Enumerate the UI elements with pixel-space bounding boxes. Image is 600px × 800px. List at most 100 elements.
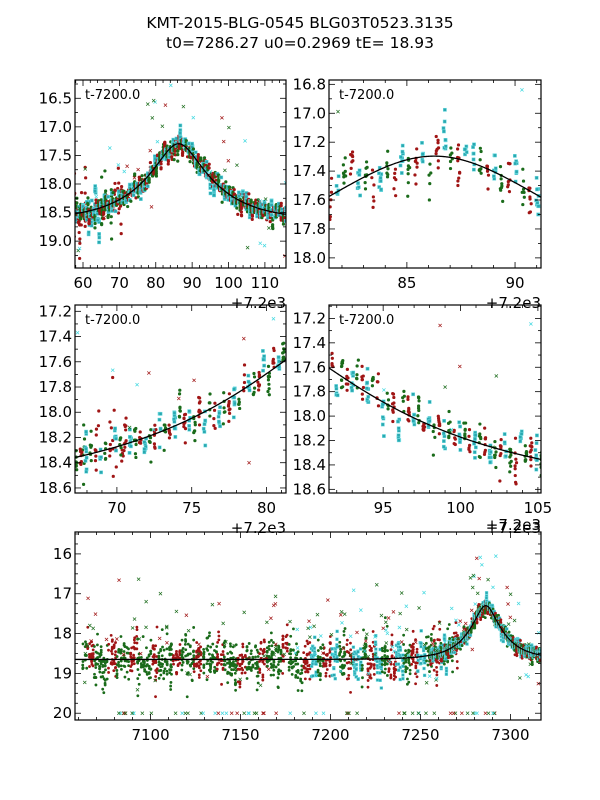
data-point <box>202 647 206 651</box>
data-point <box>478 146 482 150</box>
data-point <box>226 681 230 685</box>
data-point <box>434 658 438 662</box>
data-point <box>430 632 433 636</box>
data-point <box>360 375 364 379</box>
data-point <box>406 417 410 422</box>
data-point <box>129 665 133 668</box>
data-point <box>460 644 464 647</box>
data-point <box>81 642 85 646</box>
data-point <box>140 174 144 178</box>
data-point <box>378 176 383 180</box>
panel-top-left: 60 70 80 90 100 11016.517.017.518.018.519.0+7… <box>39 79 287 312</box>
data-point <box>165 660 169 663</box>
data-point <box>389 648 393 652</box>
data-point <box>193 150 198 155</box>
data-point-x <box>382 388 386 392</box>
data-point <box>159 649 163 653</box>
data-point <box>534 467 539 472</box>
data-point <box>342 633 346 637</box>
data-point <box>396 433 401 438</box>
data-point <box>544 208 547 211</box>
time-offset-annotation: t-7200.0 <box>85 313 140 328</box>
data-point <box>430 638 433 642</box>
data-point <box>104 668 107 672</box>
data-point <box>335 645 339 649</box>
data-point <box>429 171 433 175</box>
data-point <box>417 399 421 403</box>
data-point <box>321 659 325 663</box>
data-point <box>370 646 373 650</box>
data-point <box>502 440 507 445</box>
data-point <box>79 191 84 195</box>
data-point <box>500 184 504 188</box>
data-point <box>341 385 345 389</box>
data-point <box>389 675 393 679</box>
data-point <box>448 166 453 171</box>
data-point <box>356 358 360 362</box>
data-point <box>111 438 115 443</box>
data-point <box>431 453 435 457</box>
data-point <box>281 646 285 649</box>
y-tick-label: 17.4 <box>293 162 326 180</box>
data-point <box>245 677 249 680</box>
data-point <box>551 481 554 484</box>
data-point <box>311 674 315 678</box>
data-point-x <box>263 197 268 201</box>
data-point <box>472 142 476 147</box>
data-point <box>282 341 286 345</box>
data-point <box>465 642 469 646</box>
data-point <box>442 119 447 124</box>
data-point <box>94 666 98 669</box>
x-tick-label: 85 <box>397 274 416 292</box>
data-point <box>411 648 415 651</box>
data-point <box>142 450 147 455</box>
data-point <box>324 662 328 665</box>
data-point <box>184 648 188 652</box>
data-point <box>385 662 389 666</box>
data-point <box>528 210 533 214</box>
data-point <box>136 668 140 671</box>
data-point <box>271 223 275 227</box>
data-point <box>136 677 140 680</box>
data-point <box>432 423 436 427</box>
data-point <box>262 647 266 651</box>
data-point <box>242 363 247 367</box>
data-point <box>107 648 110 652</box>
data-point <box>342 630 346 633</box>
data-point <box>76 220 80 224</box>
data-point <box>130 663 134 666</box>
data-point <box>83 458 88 463</box>
data-point <box>404 649 407 653</box>
data-point <box>420 152 425 157</box>
data-point <box>502 432 507 436</box>
data-point <box>443 107 447 112</box>
data-point <box>208 191 213 196</box>
data-point <box>237 402 241 406</box>
data-point <box>167 431 172 435</box>
data-point <box>135 634 139 638</box>
data-point <box>162 448 166 452</box>
data-point <box>203 443 208 448</box>
data-point <box>142 447 147 451</box>
data-point <box>443 144 448 149</box>
data-point <box>261 675 265 679</box>
data-point <box>308 651 312 655</box>
data-point <box>372 672 376 676</box>
data-point-x <box>271 316 276 321</box>
data-points <box>75 83 286 261</box>
data-point <box>521 167 525 171</box>
data-point <box>153 423 157 427</box>
data-point <box>93 672 96 676</box>
data-point <box>380 663 384 666</box>
data-point <box>180 663 184 667</box>
data-point <box>197 647 201 651</box>
data-point <box>545 447 548 450</box>
data-point <box>401 669 405 673</box>
data-point <box>106 214 110 218</box>
data-point <box>401 399 405 403</box>
data-point <box>383 648 387 652</box>
data-point <box>521 179 526 183</box>
data-point <box>94 676 98 679</box>
data-point <box>138 673 141 677</box>
data-point <box>514 461 519 465</box>
